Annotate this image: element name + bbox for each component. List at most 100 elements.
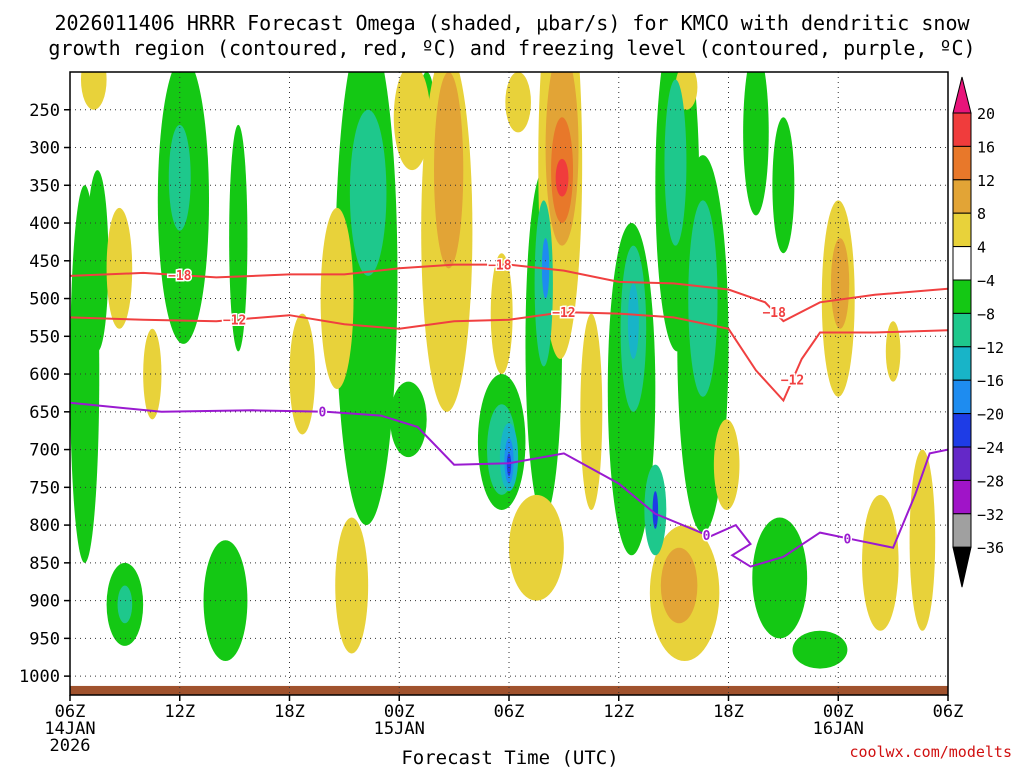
isotherm-line-minus18	[70, 263, 948, 323]
isotherm-label: −12	[781, 374, 804, 389]
omega-ascent-region	[390, 381, 427, 458]
colorbar-label: −24	[977, 439, 1004, 457]
y-tick-label: 350	[29, 176, 60, 196]
colorbar-label: −12	[977, 339, 1004, 357]
omega-ascent-region	[688, 200, 718, 397]
colorbar-bin	[952, 246, 972, 281]
title-line-1: 2026011406 HRRR Forecast Omega (shaded, …	[54, 11, 970, 35]
colorbar-label: −32	[977, 506, 1004, 524]
isotherm-label: −12	[223, 314, 246, 329]
omega-descent-region	[509, 494, 564, 601]
colorbar-bin	[952, 346, 972, 381]
colorbar-label: 16	[977, 138, 995, 156]
colorbar-label: −36	[977, 539, 1004, 557]
omega-ascent-region	[772, 117, 795, 254]
temperature-contours: −18 −18 −18 −12 −12 −12 0 0 0	[70, 257, 948, 568]
omega-descent-region	[143, 328, 162, 420]
colorbar-bin	[952, 413, 972, 448]
omega-descent-region	[660, 547, 698, 624]
colorbar-bin	[952, 212, 972, 248]
omega-descent-region	[490, 253, 513, 375]
colorbar-label: 12	[977, 172, 995, 190]
isotherm-label: 0	[319, 406, 327, 421]
y-tick-label: 750	[29, 478, 60, 498]
y-tick-label: 800	[29, 516, 60, 536]
colorbar-bin	[952, 312, 972, 348]
colorbar-bin	[952, 145, 972, 181]
x-tick-label: 12Z	[603, 702, 634, 722]
colorbar-bin	[952, 179, 972, 214]
omega-descent-region	[335, 517, 369, 654]
x-tick-label: 00Z	[823, 702, 854, 722]
colorbar-bin	[952, 446, 972, 481]
x-tick-label: 16JAN	[813, 719, 864, 739]
colorbar-bin	[952, 513, 972, 548]
colorbar-label: −28	[977, 472, 1004, 490]
omega-ascent-region	[652, 491, 659, 529]
isotherm-line-0	[70, 401, 948, 568]
y-tick-label: 850	[29, 554, 60, 574]
x-tick-label: 06Z	[494, 702, 525, 722]
y-tick-label: 400	[29, 214, 60, 234]
colorbar-label: −4	[977, 272, 995, 290]
omega-ascent-region	[743, 72, 769, 216]
y-tick-label: 300	[29, 139, 60, 159]
isotherm-label: −18	[488, 259, 512, 274]
omega-ascent-region	[752, 517, 808, 639]
y-tick-label: 550	[29, 327, 60, 347]
credit-link[interactable]: coolwx.com/modelts	[849, 743, 1012, 761]
x-axis-title: Forecast Time (UTC)	[401, 747, 618, 768]
y-tick-label: 950	[29, 629, 60, 649]
isotherm-line-minus12	[70, 311, 948, 403]
title-line-2: growth region (contoured, red, ºC) and f…	[48, 36, 975, 60]
omega-ascent-region	[229, 124, 248, 352]
omega-descent-region	[434, 72, 464, 269]
omega-ascent-region	[792, 630, 848, 669]
omega-descent-region	[393, 72, 431, 171]
isotherm-label: 0	[843, 532, 851, 547]
y-tick-label: 650	[29, 403, 60, 423]
omega-ascent-region	[664, 79, 687, 246]
omega-descent-region	[289, 313, 316, 435]
x-tick-label: 06Z	[933, 702, 964, 722]
omega-ascent-region	[506, 453, 512, 477]
y-tick-label: 450	[29, 252, 60, 272]
isotherm-label: −18	[168, 269, 192, 284]
x-tick-label: 15JAN	[374, 719, 425, 739]
x-tick-label: 18Z	[274, 702, 305, 722]
omega-descent-region	[830, 238, 850, 329]
colorbar-bottom-arrow	[952, 546, 972, 588]
omega-ascent-region	[627, 283, 639, 359]
y-axis: 250 300 350 400 450 500 550 600 650 700 750 800 850 9…	[19, 101, 70, 687]
y-tick-label: 1000	[19, 667, 60, 687]
ground-band	[70, 685, 948, 695]
omega-descent-region	[885, 321, 901, 382]
x-tick-label: 14JAN	[44, 719, 95, 739]
colorbar-label: 20	[977, 105, 995, 123]
y-tick-label: 250	[29, 101, 60, 121]
omega-descent-region	[555, 158, 569, 197]
x-tick-label: 12Z	[164, 702, 195, 722]
omega-descent-region	[80, 72, 107, 110]
x-tick-label: 2026	[50, 736, 91, 756]
x-tick-label: 18Z	[713, 702, 744, 722]
colorbar-label: 8	[977, 205, 986, 223]
omega-descent-region	[505, 72, 531, 133]
ground-surface	[70, 685, 948, 695]
x-tick-label: 06Z	[55, 702, 86, 722]
colorbar-legend: 20 16 12 8 4 −4 −8 −12 −16 −20 −24 −28 −32 −36	[952, 76, 1004, 588]
colorbar-label: −8	[977, 305, 995, 323]
isotherm-label: −12	[552, 306, 575, 321]
y-tick-label: 600	[29, 365, 60, 385]
omega-descent-region	[106, 207, 133, 329]
omega-descent-region	[580, 313, 603, 510]
omega-ascent-region	[86, 170, 109, 352]
omega-descent-region	[713, 419, 740, 510]
omega-ascent-region	[349, 109, 387, 276]
colorbar-bin	[952, 479, 972, 515]
colorbar-bin	[952, 279, 972, 314]
colorbar-bin	[952, 112, 972, 147]
omega-descent-region	[320, 207, 354, 390]
colorbar-label: 4	[977, 239, 986, 257]
